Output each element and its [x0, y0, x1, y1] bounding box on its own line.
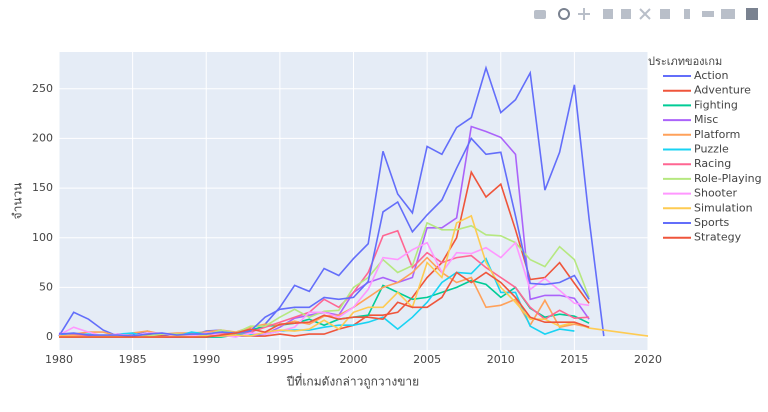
- x-tick-label: 2015: [560, 353, 588, 366]
- x-tick-label: 1980: [45, 353, 73, 366]
- y-tick-label: 50: [39, 280, 53, 293]
- legend-label: Platform: [694, 128, 740, 141]
- plotly-logo[interactable]: [746, 8, 758, 20]
- hover-compare-button[interactable]: [721, 9, 735, 19]
- legend-label: Adventure: [694, 84, 751, 97]
- pan-button[interactable]: [578, 8, 590, 20]
- x-tick-label: 2020: [634, 353, 662, 366]
- zoom-in-button[interactable]: [603, 9, 613, 19]
- zoom-button[interactable]: [558, 8, 570, 20]
- autoscale-button[interactable]: [639, 8, 651, 20]
- x-tick-label: 1995: [266, 353, 294, 366]
- modebar[interactable]: [534, 8, 758, 20]
- reset-button[interactable]: [660, 9, 670, 19]
- legend-label: Action: [694, 69, 728, 82]
- series-line: [58, 137, 590, 337]
- y-tick-label: 100: [32, 231, 53, 244]
- legend-title: ประเภทของเกม: [648, 55, 722, 68]
- y-tick-label: 150: [32, 181, 53, 194]
- series-line: [59, 221, 590, 338]
- series-line: [59, 271, 590, 338]
- series-line: [58, 256, 590, 338]
- camera-button[interactable]: [534, 10, 546, 19]
- x-axis-title: ปีที่เกมดังกล่าวถูกวางขาย: [286, 373, 419, 390]
- series-line: [58, 241, 590, 338]
- x-tick-label: 2000: [340, 353, 368, 366]
- legend-label: Puzzle: [694, 143, 729, 156]
- series-line: [59, 170, 590, 338]
- legend-label: Misc: [694, 113, 718, 126]
- x-tick-label: 1985: [119, 353, 147, 366]
- legend-label: Sports: [694, 216, 730, 229]
- zoom-out-button[interactable]: [621, 9, 631, 19]
- plot-layer: [58, 52, 649, 350]
- legend-label: Fighting: [694, 98, 738, 111]
- y-axis-title: จำนวน: [11, 183, 25, 220]
- x-tick-label: 2010: [487, 353, 515, 366]
- legend-label: Role-Playing: [694, 172, 762, 185]
- legend-label: Simulation: [694, 201, 753, 214]
- spike-button[interactable]: [684, 9, 690, 19]
- x-tick-label: 1990: [192, 353, 220, 366]
- legend-label: Shooter: [694, 187, 737, 200]
- y-tick-label: 200: [32, 131, 53, 144]
- y-tick-label: 250: [32, 82, 53, 95]
- legend-label: Strategy: [694, 231, 742, 244]
- hover-closest-button[interactable]: [702, 11, 714, 17]
- x-tick-label: 2005: [413, 353, 441, 366]
- legend-label: Racing: [694, 157, 731, 170]
- y-tick-label: 0: [46, 330, 53, 343]
